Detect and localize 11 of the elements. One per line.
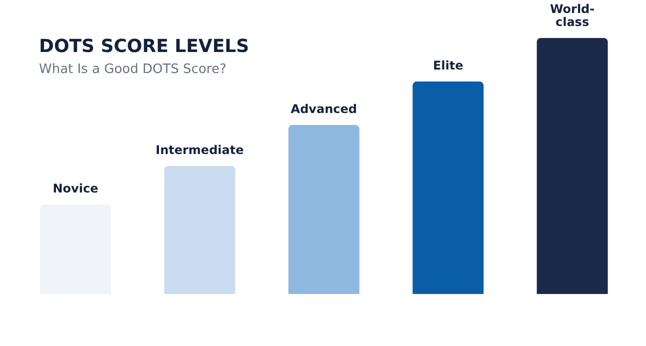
text: What Is a Good DOTS Score? — [39, 62, 226, 77]
bar — [536, 38, 608, 294]
x-tick-label: Intermediate — [156, 143, 244, 157]
chart-title: DOTS SCORE LEVELS — [39, 36, 250, 57]
x-tick-label: Novice — [52, 181, 98, 196]
bar — [288, 125, 360, 294]
x-tick-label: Elite — [432, 58, 464, 73]
x-tick-label: World-class — [550, 2, 595, 29]
bar — [412, 82, 484, 294]
x-tick-label: Advanced — [290, 102, 357, 116]
bar — [164, 166, 236, 294]
